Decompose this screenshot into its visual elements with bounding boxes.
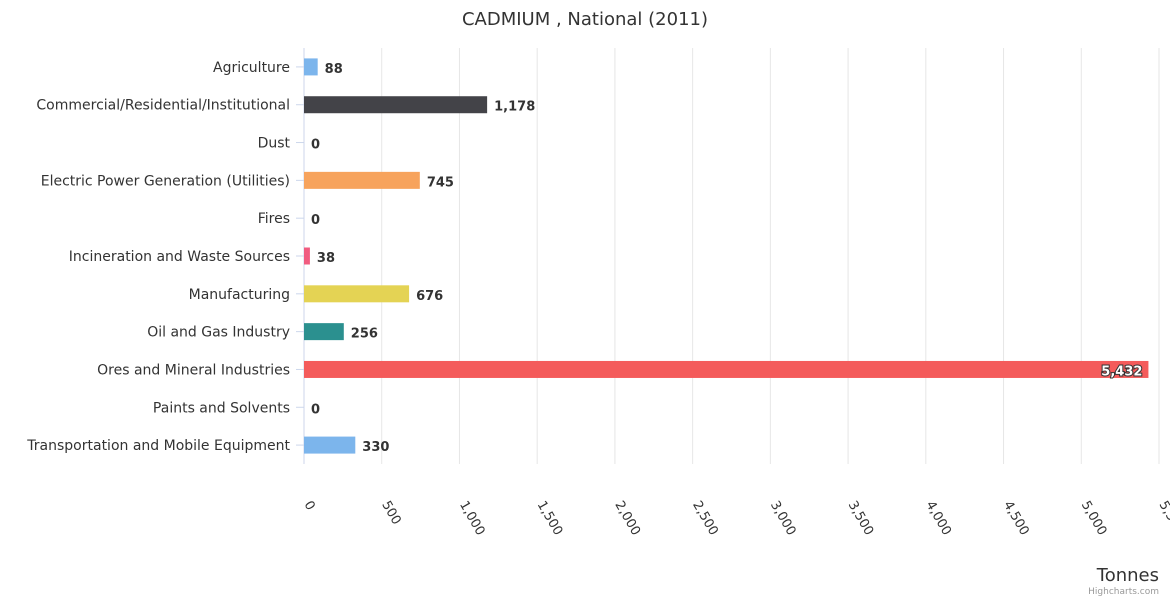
value-axis-title: Tonnes [1096,565,1159,586]
bar[interactable] [304,323,344,341]
data-label: 676 [416,289,443,304]
category-label: Electric Power Generation (Utilities) [41,173,290,189]
category-labels: Agriculture Commercial/Residential/Instit… [26,60,290,454]
data-label: 0 [311,402,320,417]
bar[interactable] [304,58,318,76]
category-label: Ores and Mineral Industries [97,362,290,378]
data-label: 88 [325,62,343,77]
bar[interactable] [304,247,310,265]
category-label: Commercial/Residential/Institutional [36,98,290,114]
bar[interactable] [304,285,410,303]
category-label: Dust [258,136,291,152]
category-label: Incineration and Waste Sources [69,249,290,265]
bar[interactable] [304,360,1149,378]
category-label: Manufacturing [189,287,290,303]
data-label: 38 [317,251,335,266]
data-label: 745 [427,175,454,190]
data-label: 256 [351,327,378,342]
category-label: Transportation and Mobile Equipment [26,438,290,454]
credits-link[interactable]: Highcharts.com [1088,587,1159,597]
data-label: 5,432 [1101,364,1142,379]
bar[interactable] [304,436,356,454]
bars [304,58,1149,454]
chart-title: CADMIUM , National (2011) [462,9,708,30]
data-labels: 88 1,178 0 745 0 38 676 256 5,432 0 330 [311,62,1143,455]
category-label: Agriculture [213,60,290,76]
category-label: Oil and Gas Industry [147,325,290,341]
bar[interactable] [304,171,420,189]
data-label: 0 [311,213,320,228]
data-label: 1,178 [494,100,535,115]
category-label: Fires [258,211,290,227]
category-label: Paints and Solvents [153,400,290,416]
bar[interactable] [304,96,488,114]
data-label: 330 [362,440,389,455]
data-label: 0 [311,138,320,153]
